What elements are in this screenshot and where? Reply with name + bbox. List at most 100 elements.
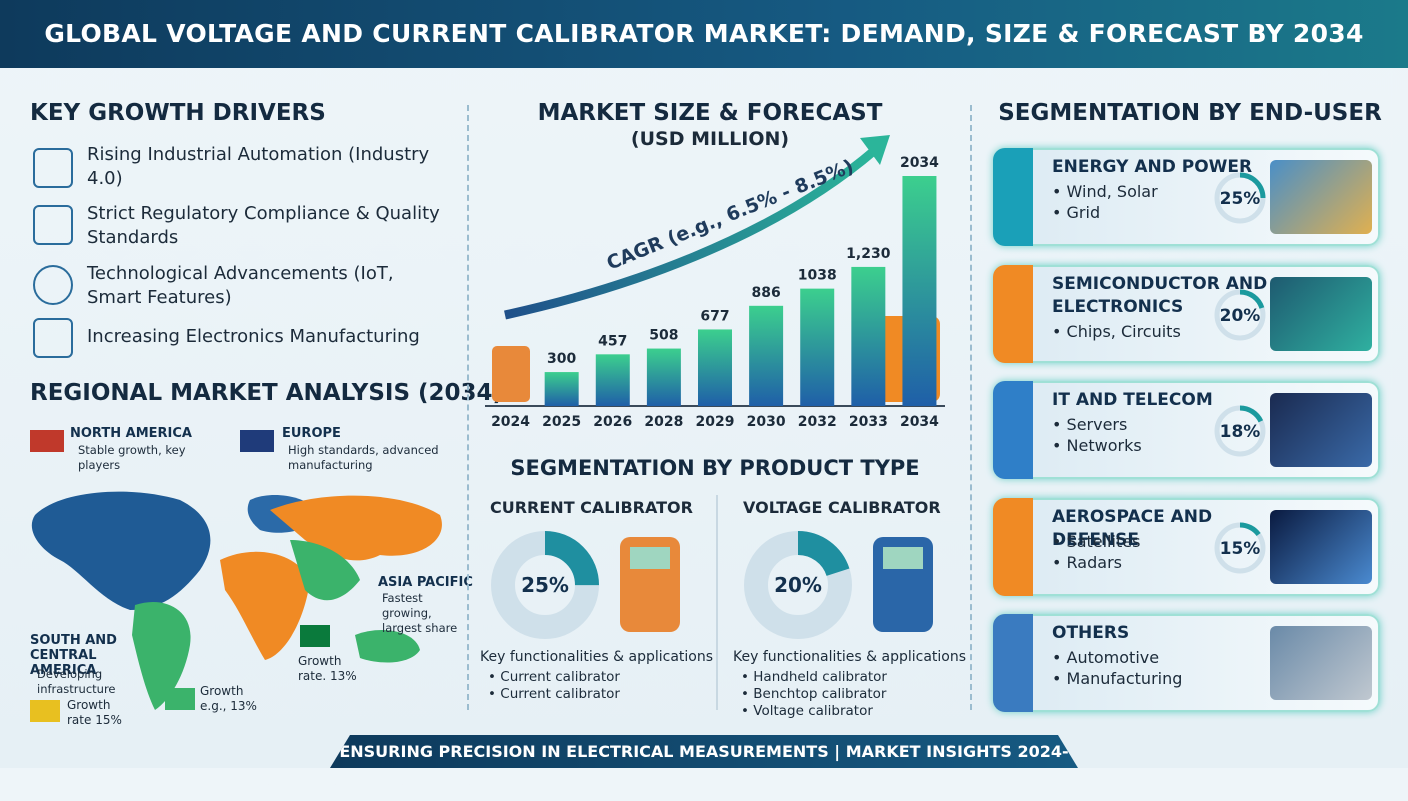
- header: GLOBAL VOLTAGE AND CURRENT CALIBRATOR MA…: [0, 0, 1408, 68]
- application: Handheld calibrator: [741, 669, 971, 686]
- divider: [970, 105, 972, 710]
- data-label: 300: [547, 351, 576, 367]
- bar: [646, 348, 681, 406]
- data-label: 886: [751, 285, 780, 301]
- product-donut: 25%: [491, 531, 680, 639]
- section-title: REGIONAL MARKET ANALYSIS (2034): [30, 380, 504, 406]
- bar-chart: CAGR (e.g., 6.5% - 8.5%) 2024 2025 300 2026…: [485, 135, 945, 430]
- donut-label: 25%: [521, 573, 569, 597]
- donut-label: 20%: [1220, 306, 1261, 326]
- bar: [800, 288, 835, 406]
- divider: [716, 495, 718, 710]
- bar: [902, 176, 937, 406]
- region-note: High standards, advanced manufacturing: [288, 443, 439, 472]
- bar: [851, 266, 886, 406]
- data-label: 457: [598, 333, 627, 349]
- data-label: 1038: [798, 268, 837, 284]
- segment-donut: 20%: [1214, 289, 1266, 340]
- divider: [467, 105, 469, 710]
- product-donut: 20%: [744, 531, 933, 639]
- segment-item: Automotive: [1052, 647, 1222, 668]
- australia: [355, 630, 420, 663]
- segment-name: SEMICONDUCTOR AND ELECTRONICS: [1052, 273, 1268, 317]
- x-tick-label: 2032: [798, 414, 837, 430]
- flag: [30, 700, 60, 722]
- segment-name: ENERGY AND POWER: [1052, 157, 1253, 177]
- world-map: [30, 430, 442, 722]
- x-tick-label: 2028: [644, 414, 683, 430]
- region-name: EUROPE: [282, 426, 341, 441]
- segment-item: Wind, Solar: [1052, 181, 1222, 202]
- segment-donut: 25%: [1214, 172, 1266, 224]
- donut-segment: [1214, 522, 1266, 573]
- application: Current calibrator: [488, 669, 718, 686]
- product-name: VOLTAGE CALIBRATOR: [743, 498, 941, 517]
- data-label: 2034: [900, 155, 939, 171]
- segment-name: IT AND TELECOM: [1052, 390, 1213, 410]
- donut-segment: [1214, 405, 1266, 457]
- donut-label: 15%: [1220, 539, 1261, 559]
- segment-item: Manufacturing: [1052, 668, 1222, 689]
- chart-title: MARKET SIZE & FORECAST: [537, 100, 883, 126]
- footer: ENSURING PRECISION IN ELECTRICAL MEASURE…: [330, 735, 1078, 768]
- page-title: GLOBAL VOLTAGE AND CURRENT CALIBRATOR MA…: [44, 19, 1364, 48]
- region-note: Developing infrastructure: [37, 667, 116, 696]
- asia-pacific: [290, 540, 360, 601]
- region-name: ASIA PACIFIC: [378, 575, 473, 590]
- calibrator-icon: [492, 346, 530, 402]
- segment-image: [1270, 160, 1372, 234]
- growth-note: Growth e.g., 13%: [200, 684, 257, 713]
- africa: [220, 551, 310, 660]
- growth-note: Growth rate 15%: [67, 698, 122, 727]
- segment-item: Chips, Circuits: [1052, 321, 1222, 342]
- region-note: Stable growth, key players: [78, 443, 186, 472]
- x-tick-label: 2025: [542, 414, 581, 430]
- cagr-arrow-head: [860, 135, 890, 165]
- caption: Key functionalities & applications: [733, 649, 967, 665]
- segment-image: [1270, 509, 1372, 584]
- driver-icon: [33, 318, 73, 358]
- region-note: Fastest growing, largest share: [382, 591, 458, 635]
- segment-item: Satellites: [1052, 531, 1222, 552]
- x-tick-label: 2024: [491, 414, 530, 430]
- donut-segment: [1214, 289, 1266, 340]
- application: Current calibrator: [488, 686, 718, 703]
- x-tick-label: 2029: [696, 414, 735, 430]
- donut-segment: [744, 531, 852, 639]
- donut-label: 25%: [1220, 189, 1261, 209]
- chart-subtitle: (USD MILLION): [630, 128, 790, 150]
- segment-icon-strip: [993, 497, 1033, 596]
- segment-item: Grid: [1052, 202, 1222, 223]
- north-america: [31, 491, 211, 610]
- flag: [30, 430, 64, 452]
- data-label: 677: [700, 308, 729, 324]
- calibrator-screen: [630, 547, 670, 569]
- section-title: SEGMENTATION BY PRODUCT TYPE: [510, 456, 920, 480]
- driver: Technological Advancements (IoT, Smart F…: [87, 263, 394, 308]
- region-name: SOUTH AND CENTRAL AMERICA: [30, 633, 117, 678]
- segment-donut: 15%: [1214, 522, 1266, 573]
- segment-icon-strip: [993, 148, 1033, 246]
- driver-icon: [33, 205, 73, 245]
- segment-icon-strip: [993, 614, 1033, 712]
- application: Benchtop calibrator: [741, 686, 971, 703]
- data-label: 508: [649, 328, 678, 344]
- bar: [749, 305, 784, 406]
- flag: [165, 688, 195, 710]
- donut-segment: [1214, 172, 1266, 224]
- x-tick-label: 2033: [849, 414, 888, 430]
- flag: [240, 430, 274, 452]
- segment-image: [1270, 276, 1372, 351]
- footer-text: ENSURING PRECISION IN ELECTRICAL MEASURE…: [339, 742, 1069, 794]
- x-tick-label: 2026: [593, 414, 632, 430]
- driver: Strict Regulatory Compliance & Quality S…: [87, 203, 440, 248]
- driver: Rising Industrial Automation (Industry 4…: [87, 144, 430, 189]
- driver: Increasing Electronics Manufacturing: [87, 326, 420, 347]
- growth-note: Growth rate. 13%: [298, 654, 357, 683]
- caption: Key functionalities & applications: [480, 649, 714, 665]
- segment-name: OTHERS: [1052, 623, 1130, 643]
- segment-image: [1270, 626, 1372, 700]
- segment-item: Networks: [1052, 435, 1222, 456]
- bar: [595, 354, 630, 406]
- cagr-arrow: [504, 146, 878, 320]
